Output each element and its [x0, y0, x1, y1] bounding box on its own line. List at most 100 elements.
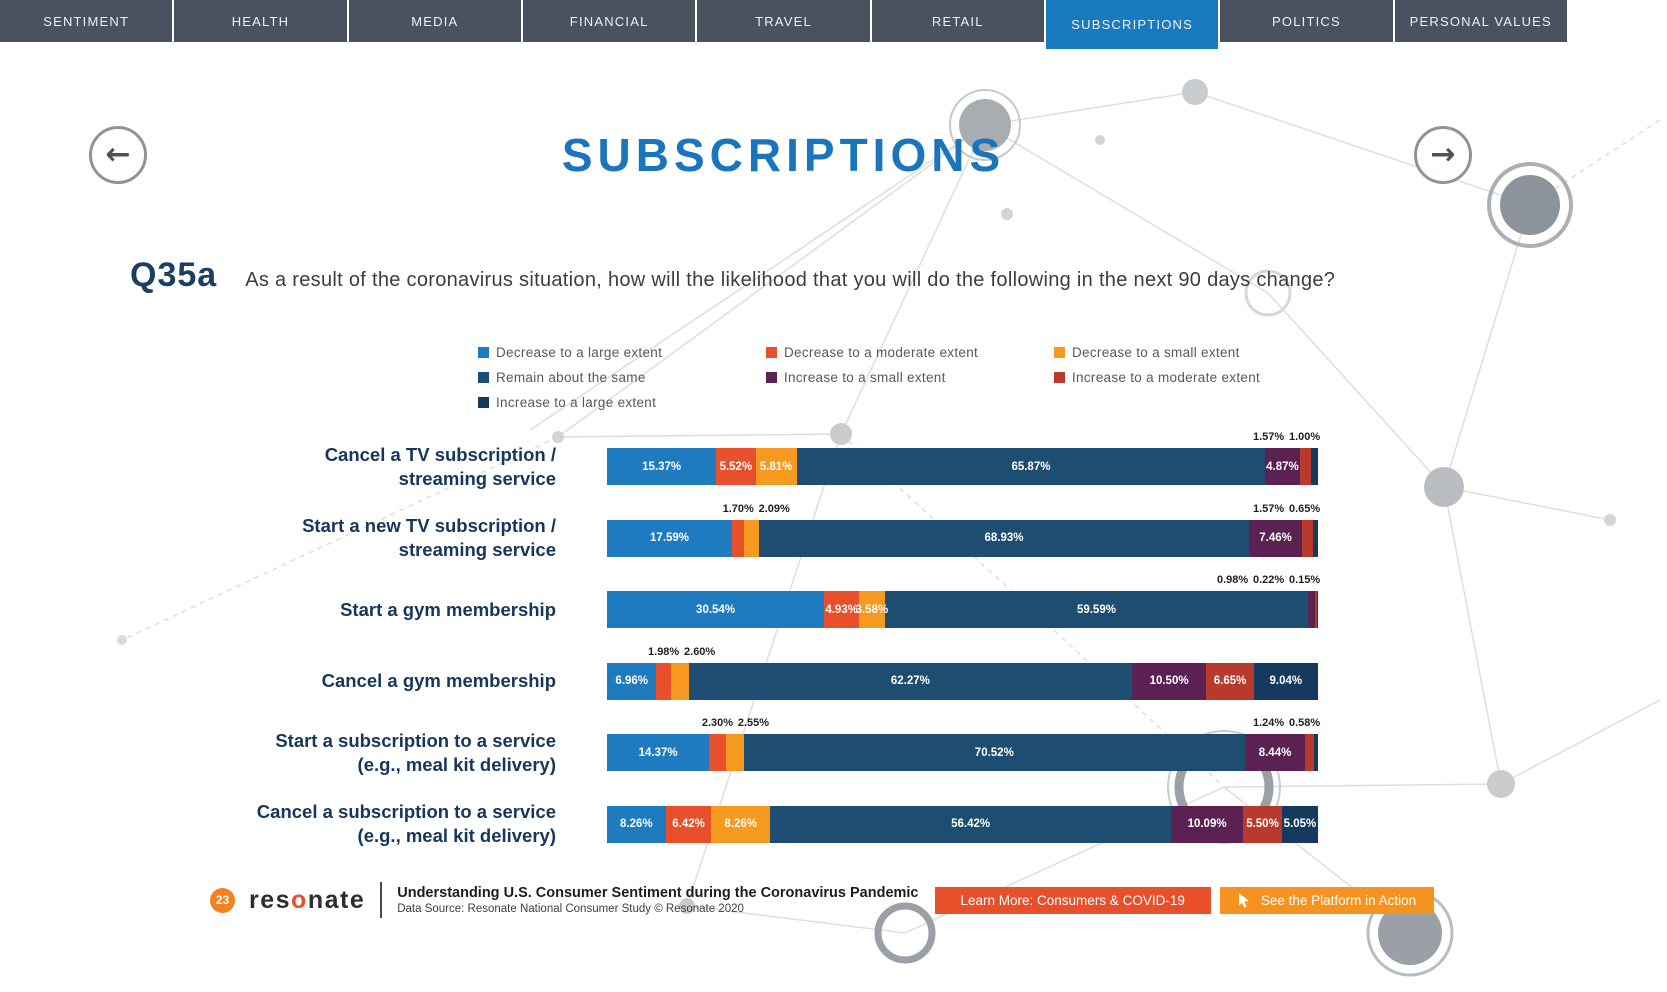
legend-label: Remain about the same — [496, 370, 646, 385]
segment-value-label: 6.42% — [672, 818, 705, 831]
chart-row: Start a new TV subscription / streaming … — [130, 502, 1321, 575]
segment-value-label: 10.50% — [1149, 675, 1189, 688]
resonate-logo: resonate — [249, 886, 365, 915]
bar-segment-decrease-to-a-small-extent: 5.81% — [755, 448, 797, 486]
bar-segment-remain-about-the-same: 68.93% — [759, 519, 1250, 557]
stacked-bar: 6.96% 62.27% 10.50% 6.65% 9.04% 1.98% 2.60% — [607, 646, 1318, 700]
previous-page-button[interactable]: ← — [89, 126, 147, 184]
chart-legend: Decrease to a large extent Decrease to a … — [478, 345, 1342, 410]
footer-divider — [380, 882, 383, 918]
segment-callout-label: 1.57% — [1253, 431, 1285, 444]
segment-value-label: 6.96% — [615, 675, 649, 688]
segment-callout-label: 1.70% — [722, 502, 754, 515]
bar-segment-increase-to-a-small-extent: 7.46% — [1249, 519, 1303, 557]
tab-health[interactable]: HEALTH — [174, 0, 347, 42]
tab-sentiment[interactable]: SENTIMENT — [0, 0, 173, 42]
arrow-right-icon: → — [1430, 137, 1456, 172]
likelihood-chart: Cancel a TV subscription / streaming ser… — [130, 431, 1321, 860]
bar-segment-decrease-to-a-small-extent — [744, 519, 759, 557]
category-label: Cancel a subscription to a service (e.g.… — [256, 801, 556, 847]
bar-segment-increase-to-a-large-extent: 9.04% — [1253, 662, 1318, 700]
tab-personal-values[interactable]: PERSONAL VALUES — [1394, 0, 1567, 42]
segment-value-label: 7.46% — [1259, 532, 1292, 545]
learn-more-label: Learn More: Consumers & COVID-19 — [960, 892, 1185, 908]
bar-segment-increase-to-a-small-extent: 10.50% — [1131, 662, 1207, 700]
bar-segment-increase-to-a-small-extent: 8.44% — [1245, 734, 1306, 772]
see-platform-label: See the Platform in Action — [1260, 892, 1417, 908]
segment-value-label: 59.59% — [1076, 603, 1116, 616]
bar-segment-increase-to-a-large-extent: 5.05% — [1282, 805, 1318, 843]
brand-text: nate — [307, 885, 366, 914]
legend-swatch — [478, 372, 489, 383]
segment-value-label: 6.65% — [1213, 675, 1247, 688]
segment-value-label: 70.52% — [974, 746, 1014, 759]
bar-segment-decrease-to-a-moderate-extent: 6.42% — [665, 805, 712, 843]
legend-swatch — [1054, 372, 1065, 383]
bar-segment-decrease-to-a-large-extent: 8.26% — [607, 805, 666, 843]
cursor-icon — [1238, 892, 1251, 908]
brand-text: res — [249, 885, 292, 914]
chart-row: Cancel a TV subscription / streaming ser… — [130, 431, 1321, 503]
footer: 23 resonate Understanding U.S. Consumer … — [210, 882, 1435, 918]
segment-callout-label: 2.09% — [758, 502, 790, 515]
stacked-bar: 8.26% 6.42% 8.26% 56.42% 10.09% 5.50% 5.05% — [607, 805, 1318, 843]
bar-segment-decrease-to-a-moderate-extent — [656, 662, 671, 700]
legend-label: Increase to a large extent — [496, 395, 657, 410]
bar-segment-increase-to-a-moderate-extent — [1302, 519, 1314, 557]
bar-segment-remain-about-the-same: 62.27% — [689, 662, 1132, 700]
segment-value-label: 8.26% — [724, 818, 758, 831]
chart-row: Cancel a gym membership 6.96% 62.27% 10.50%… — [130, 646, 1318, 718]
question-text: As a result of the coronavirus situation… — [245, 269, 1336, 291]
segment-callout-label: 0.65% — [1289, 502, 1321, 515]
question-id: Q35a — [130, 256, 218, 294]
category-label: Cancel a gym membership — [321, 670, 556, 692]
report-title: Understanding U.S. Consumer Sentiment du… — [397, 885, 919, 901]
tab-retail[interactable]: RETAIL — [871, 0, 1044, 42]
question-block: Q35a As a result of the coronavirus situ… — [130, 256, 1627, 295]
tab-financial[interactable]: FINANCIAL — [522, 0, 696, 42]
legend-item-increase-to-a-small-extent: Increase to a small extent — [766, 370, 1054, 385]
bar-segment-remain-about-the-same: 59.59% — [884, 591, 1309, 629]
tab-media[interactable]: MEDIA — [348, 0, 521, 42]
legend-item-increase-to-a-moderate-extent: Increase to a moderate extent — [1054, 370, 1342, 385]
legend-item-decrease-to-a-large-extent: Decrease to a large extent — [478, 345, 766, 360]
legend-swatch — [766, 372, 777, 383]
segment-value-label: 8.26% — [620, 818, 653, 831]
segment-callout-label: 2.60% — [684, 645, 716, 658]
legend-item-decrease-to-a-moderate-extent: Decrease to a moderate extent — [766, 345, 1054, 360]
bar-segment-increase-to-a-moderate-extent — [1305, 734, 1314, 772]
segment-value-label: 5.81% — [759, 460, 793, 473]
tab-subscriptions[interactable]: SUBSCRIPTIONS — [1045, 0, 1219, 49]
bar-segment-increase-to-a-large-extent — [1313, 734, 1318, 772]
category-label: Start a gym membership — [340, 598, 556, 620]
bar-segment-decrease-to-a-large-extent: 17.59% — [607, 519, 733, 557]
bar-segment-increase-to-a-moderate-extent: 6.65% — [1206, 662, 1254, 700]
legend-label: Increase to a moderate extent — [1072, 370, 1261, 385]
data-source: Data Source: Resonate National Consumer … — [397, 903, 744, 915]
see-platform-button[interactable]: See the Platform in Action — [1219, 886, 1435, 914]
bar-segment-increase-to-a-large-extent — [1316, 591, 1318, 629]
tab-travel[interactable]: TRAVEL — [697, 0, 870, 42]
footer-text: Understanding U.S. Consumer Sentiment du… — [397, 885, 918, 915]
chart-row: Start a subscription to a service (e.g.,… — [130, 717, 1320, 789]
segment-value-label: 3.58% — [855, 603, 889, 616]
segment-value-label: 4.87% — [1266, 460, 1299, 473]
bar-segment-decrease-to-a-small-extent: 3.58% — [856, 591, 888, 629]
segment-value-label: 65.87% — [1011, 460, 1051, 473]
bar-segment-increase-to-a-large-extent — [1310, 448, 1319, 486]
next-page-button[interactable]: → — [1414, 126, 1472, 184]
tab-politics[interactable]: POLITICS — [1220, 0, 1393, 42]
segment-callout-label: 0.98% — [1217, 574, 1249, 587]
category-label: Start a subscription to a service (e.g.,… — [275, 729, 556, 775]
legend-swatch — [478, 397, 489, 408]
segment-value-label: 9.04% — [1269, 675, 1303, 688]
segment-value-label: 10.09% — [1187, 818, 1227, 831]
bar-segment-increase-to-a-small-extent: 4.87% — [1265, 448, 1300, 486]
bar-segment-increase-to-a-moderate-extent: 5.50% — [1242, 805, 1283, 843]
segment-value-label: 15.37% — [642, 460, 682, 473]
segment-value-label: 14.37% — [638, 746, 678, 759]
arrow-left-icon: ← — [105, 137, 131, 172]
learn-more-button[interactable]: Learn More: Consumers & COVID-19 — [934, 886, 1211, 914]
legend-swatch — [766, 347, 777, 358]
